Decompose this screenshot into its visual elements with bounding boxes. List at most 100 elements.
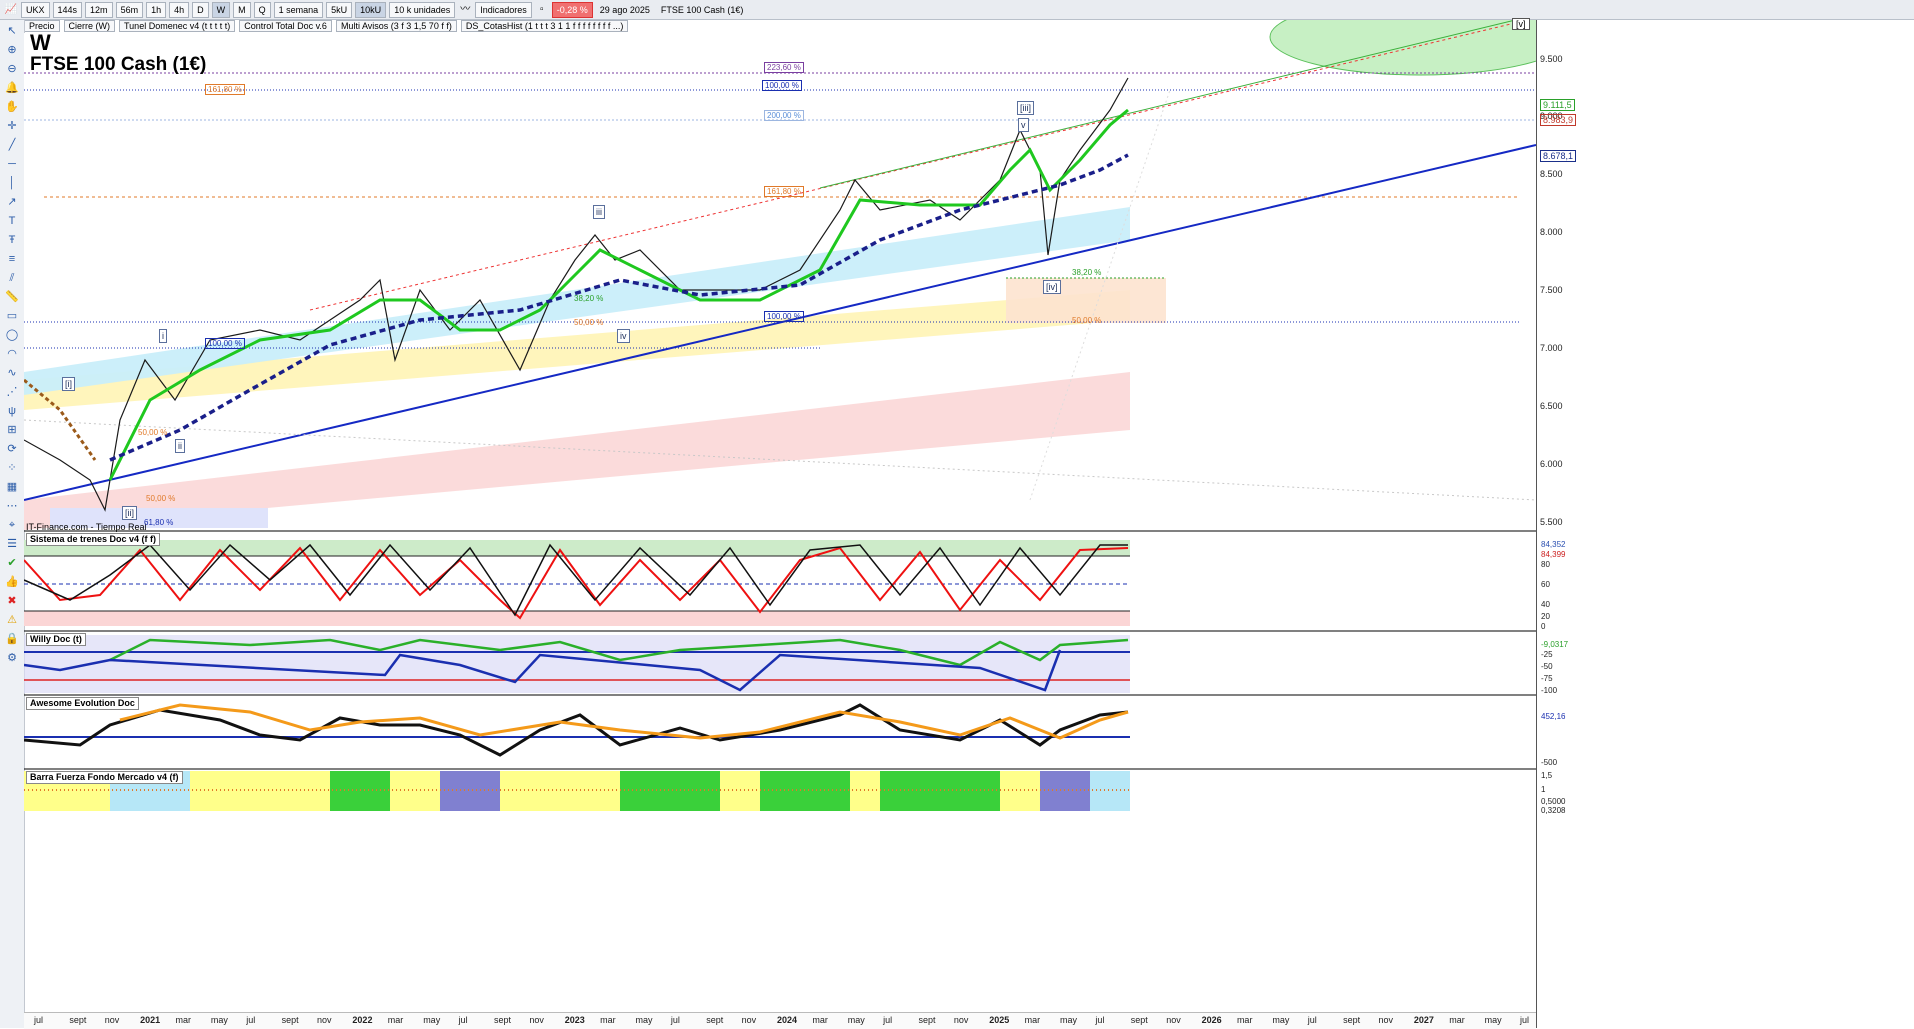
vline-icon[interactable]: │: [8, 177, 16, 189]
legend-close[interactable]: Cierre (W): [63, 20, 116, 32]
units-select[interactable]: 10 k unidades: [389, 1, 456, 18]
zoom-out-icon[interactable]: ⊖: [7, 63, 17, 75]
price-chart[interactable]: [24, 20, 1536, 1012]
legend-multi-avisos[interactable]: Multi Avisos (3 f 3 1,5 70 f f): [335, 20, 457, 32]
line-icon[interactable]: ╱: [8, 139, 16, 151]
time-axis-label: may: [1484, 1015, 1502, 1025]
wave-label-iii: iii: [593, 205, 605, 219]
period-56m[interactable]: 56m: [115, 1, 144, 18]
channel-icon[interactable]: ⫽: [9, 272, 15, 284]
trenes-tick: 80: [1541, 560, 1550, 569]
square-icon[interactable]: ▫: [539, 3, 544, 15]
time-axis-label: jul: [34, 1015, 44, 1025]
ellipse-icon[interactable]: ◯: [5, 329, 19, 341]
pitchfork-icon[interactable]: ψ: [8, 405, 16, 417]
panel-title-awesome[interactable]: Awesome Evolution Doc: [26, 697, 139, 710]
legend-cotas[interactable]: DS_CotasHist (1 t t t 3 1 1 f f f f f f …: [460, 20, 629, 32]
rect-icon[interactable]: ▭: [6, 310, 18, 322]
trenes-tick: 20: [1541, 612, 1550, 621]
time-axis-label: may: [1272, 1015, 1290, 1025]
time-axis-label: may: [635, 1015, 653, 1025]
time-axis[interactable]: [24, 1012, 1536, 1029]
lock-icon[interactable]: 🔒: [5, 633, 19, 645]
time-axis-label: sept: [706, 1015, 724, 1025]
wave-label-iv: iv: [617, 329, 630, 343]
wave-icon[interactable]: ∿: [7, 367, 17, 379]
willy-value: -9,0317: [1541, 640, 1569, 649]
change-badge: -0,28 %: [551, 1, 593, 18]
range-select[interactable]: 1 semana: [273, 1, 324, 18]
time-axis-label: mar: [1236, 1015, 1253, 1025]
willy-tick: -25: [1541, 650, 1553, 659]
legend-tunel[interactable]: Tunel Domenec v4 (t t t t t): [119, 20, 236, 32]
panel-title-barra[interactable]: Barra Fuerza Fondo Mercado v4 (f): [26, 771, 183, 784]
period-q[interactable]: Q: [253, 1, 271, 18]
level-50-right: 50,00 %: [1072, 316, 1102, 325]
chart-icon[interactable]: 📈: [4, 3, 18, 15]
period-d[interactable]: D: [192, 1, 209, 18]
time-axis-label: jul: [1095, 1015, 1105, 1025]
layers-icon[interactable]: ☰: [7, 538, 17, 550]
text-box-icon[interactable]: Ŧ: [8, 234, 16, 246]
time-axis-label: mar: [600, 1015, 616, 1025]
wave-label-iii-major: [iii]: [1017, 101, 1034, 115]
panel-title-trenes[interactable]: Sistema de trenes Doc v4 (f f): [26, 533, 161, 546]
gann-icon[interactable]: ⊞: [7, 424, 17, 436]
time-axis-label: 2023: [564, 1015, 585, 1025]
arrow-icon[interactable]: ↗: [7, 196, 17, 208]
grid-icon[interactable]: ▦: [6, 481, 18, 493]
price-axis[interactable]: [1536, 20, 1914, 1028]
sku-button[interactable]: 5kU: [326, 1, 353, 18]
units-button[interactable]: 10kU: [355, 1, 387, 18]
time-axis-label: nov: [1166, 1015, 1181, 1025]
trenes-value-2: 84,399: [1541, 550, 1566, 559]
level-50-bottom: 50,00 %: [146, 494, 176, 503]
level-50-left: 50,00 %: [138, 428, 168, 437]
ruler-icon[interactable]: 📏: [5, 291, 19, 303]
delete-icon[interactable]: ✖: [7, 595, 17, 607]
pattern-icon[interactable]: ⋯: [6, 500, 18, 512]
cross-icon[interactable]: ✛: [7, 120, 17, 132]
wave-label-i: i: [159, 329, 167, 343]
willy-tick: -75: [1541, 674, 1553, 683]
legend-price[interactable]: Precio: [24, 20, 60, 32]
period-1h[interactable]: 1h: [146, 1, 167, 18]
level-100-mid: 100,00 %: [764, 311, 804, 322]
like-icon[interactable]: 👍: [5, 576, 19, 588]
period-12m[interactable]: 12m: [85, 1, 113, 18]
dots-icon[interactable]: ⁘: [7, 462, 17, 474]
wave-label-ii: ii: [175, 439, 185, 453]
check-icon[interactable]: ✔: [7, 557, 17, 569]
time-axis-label: 2024: [777, 1015, 798, 1025]
hand-icon[interactable]: ✋: [5, 101, 19, 113]
period-w[interactable]: W: [211, 1, 231, 18]
crosshair-icon[interactable]: ⌖: [8, 519, 16, 531]
period-m[interactable]: M: [233, 1, 251, 18]
cycle-icon[interactable]: ⟳: [7, 443, 17, 455]
legend-control[interactable]: Control Total Doc v.6: [239, 20, 332, 32]
arc-icon[interactable]: ◠: [7, 348, 17, 360]
time-axis-label: sept: [1130, 1015, 1148, 1025]
time-axis-label: mar: [175, 1015, 192, 1025]
fib-icon[interactable]: ≡: [8, 253, 16, 265]
hline-icon[interactable]: ─: [8, 158, 16, 170]
level-223: 223,60 %: [764, 62, 804, 73]
time-axis-label: sept: [918, 1015, 936, 1025]
time-axis-label: mar: [387, 1015, 404, 1025]
zoom-in-icon[interactable]: ⊕: [7, 44, 17, 56]
period-title: W: [30, 30, 51, 55]
alarm-icon[interactable]: 🔔: [5, 82, 19, 94]
period-144s[interactable]: 144s: [52, 1, 83, 18]
panel-title-willy[interactable]: Willy Doc (t): [26, 633, 86, 646]
time-axis-label: sept: [281, 1015, 299, 1025]
indicators-button[interactable]: Indicadores: [475, 1, 532, 18]
time-axis-label: mar: [812, 1015, 828, 1025]
warning-icon[interactable]: ⚠: [7, 614, 17, 626]
price-tag-blue: 8.678,1: [1540, 150, 1577, 162]
period-4h[interactable]: 4h: [169, 1, 190, 18]
pointer-icon[interactable]: ↖: [7, 25, 17, 37]
settings-icon[interactable]: ⚙: [7, 652, 17, 664]
symbol-select[interactable]: UKX: [21, 1, 50, 18]
fan-icon[interactable]: ⋰: [6, 386, 18, 398]
text-icon[interactable]: T: [8, 215, 16, 227]
